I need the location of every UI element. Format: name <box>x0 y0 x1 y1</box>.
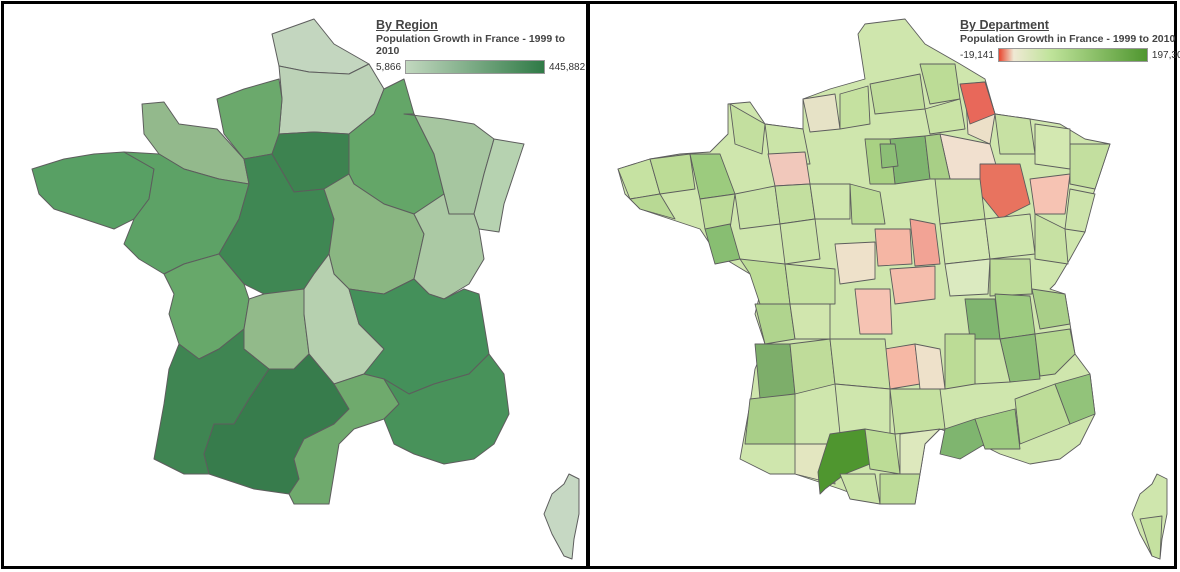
region-color-scale <box>405 60 546 74</box>
region-nord-pas-de-calais[interactable] <box>271 18 370 75</box>
region-legend-subtitle: Population Growth in France - 1999 to 20… <box>376 33 566 57</box>
department-color-scale <box>997 48 1148 62</box>
region-franche-comte[interactable] <box>413 193 485 300</box>
department-legend: By Department Population Growth in Franc… <box>960 18 1180 62</box>
department-scale-min: -19,141 <box>960 49 994 61</box>
region-map-panel: By Region Population Growth in France - … <box>1 1 589 569</box>
region-scale-min: 5,866 <box>376 61 402 73</box>
department-legend-subtitle: Population Growth in France - 1999 to 20… <box>960 33 1176 45</box>
region-legend-title: By Region <box>376 18 438 32</box>
region-alsace[interactable] <box>473 138 525 233</box>
department-scale-max: 197,303 <box>1151 49 1180 61</box>
department-map-panel: By Department Population Growth in Franc… <box>587 1 1180 569</box>
region-map <box>31 18 580 560</box>
region-corse[interactable] <box>543 473 580 560</box>
region-scale-max: 445,882 <box>549 61 586 73</box>
department-legend-title: By Department <box>960 18 1049 32</box>
region-legend: By Region Population Growth in France - … <box>376 18 586 74</box>
department-map <box>617 18 1168 560</box>
region-paca[interactable] <box>383 353 510 465</box>
